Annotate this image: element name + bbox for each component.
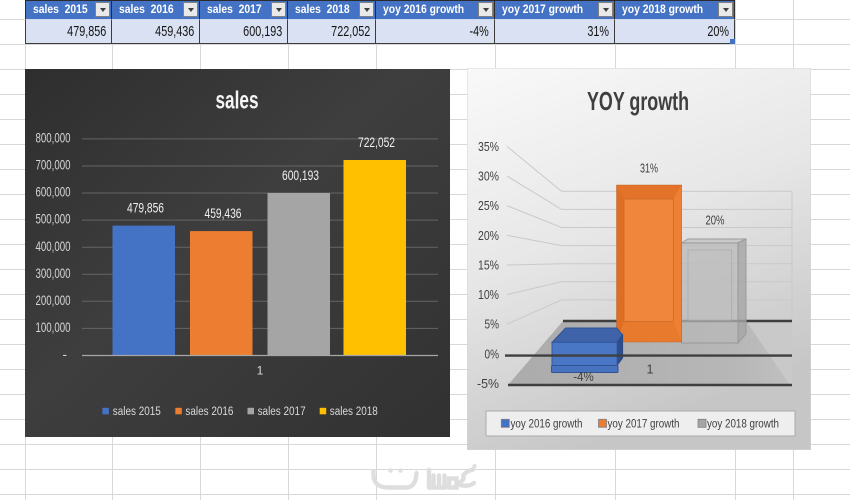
svg-text:31%: 31% xyxy=(640,162,658,176)
svg-text:YOY growth: YOY growth xyxy=(587,86,689,116)
svg-text:5%: 5% xyxy=(485,317,500,332)
svg-text:yoy 2018 growth: yoy 2018 growth xyxy=(707,418,779,430)
svg-text:700,000: 700,000 xyxy=(36,158,71,173)
svg-text:1: 1 xyxy=(257,364,264,378)
svg-text:459,436: 459,436 xyxy=(205,206,242,221)
svg-text:800,000: 800,000 xyxy=(36,131,71,146)
svg-text:yoy 2016 growth: yoy 2016 growth xyxy=(511,418,583,430)
svg-text:15%: 15% xyxy=(478,258,499,273)
svg-text:25%: 25% xyxy=(478,198,499,213)
svg-text:100,000: 100,000 xyxy=(36,320,71,335)
svg-text:sales: sales xyxy=(216,87,259,115)
svg-text:479,856: 479,856 xyxy=(127,201,164,216)
svg-text:400,000: 400,000 xyxy=(36,239,71,254)
svg-text:20%: 20% xyxy=(478,228,499,243)
svg-text:sales 2018: sales 2018 xyxy=(330,406,378,418)
svg-text:-: - xyxy=(63,347,68,362)
svg-text:10%: 10% xyxy=(478,287,499,302)
svg-text:1: 1 xyxy=(647,363,654,377)
svg-text:500,000: 500,000 xyxy=(36,212,71,227)
svg-text:600,193: 600,193 xyxy=(282,168,319,183)
svg-text:722,052: 722,052 xyxy=(358,135,395,150)
svg-text:300,000: 300,000 xyxy=(36,266,71,281)
svg-text:-4%: -4% xyxy=(573,370,594,384)
svg-text:yoy 2017 growth: yoy 2017 growth xyxy=(608,418,680,430)
svg-text:30%: 30% xyxy=(478,169,499,184)
svg-text:sales 2016: sales 2016 xyxy=(185,406,233,418)
svg-text:20%: 20% xyxy=(706,214,725,228)
svg-text:0%: 0% xyxy=(485,346,500,361)
svg-text:600,000: 600,000 xyxy=(36,185,71,200)
svg-text:sales 2015: sales 2015 xyxy=(113,406,161,418)
svg-text:-5%: -5% xyxy=(477,376,499,391)
svg-text:sales 2017: sales 2017 xyxy=(258,406,306,418)
svg-text:35%: 35% xyxy=(478,139,499,154)
svg-text:200,000: 200,000 xyxy=(36,293,71,308)
